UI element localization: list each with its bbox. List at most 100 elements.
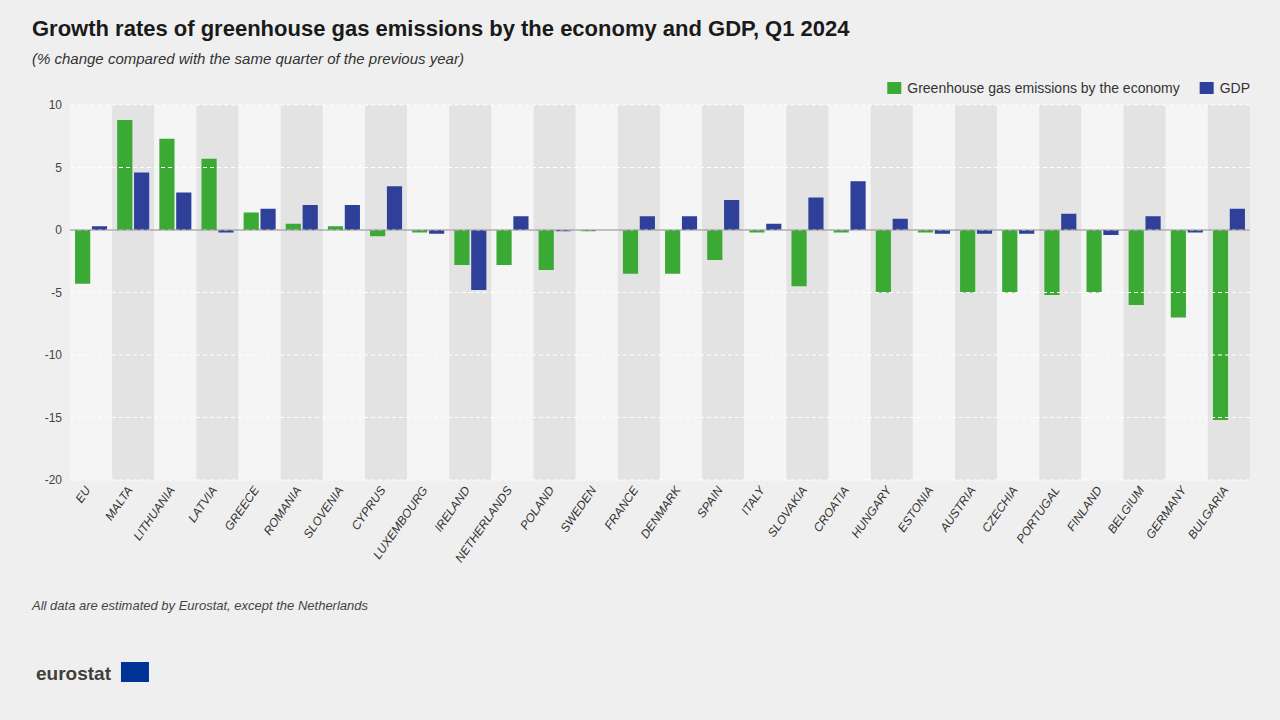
bar: [876, 230, 891, 293]
grid-line: [70, 105, 1250, 106]
chart: Growth rates of greenhouse gas emissions…: [0, 0, 1280, 720]
x-tick-label: LUXEMBOURG: [370, 484, 430, 562]
y-tick-label: -10: [45, 348, 63, 362]
x-tick-label: PORTUGAL: [1014, 484, 1063, 546]
bar: [244, 213, 259, 231]
grid-line: [70, 230, 1250, 231]
y-tick-label: -20: [45, 473, 63, 487]
bar: [513, 216, 528, 230]
x-tick-label: SWEDEN: [558, 483, 600, 534]
bar: [159, 139, 174, 230]
subtitle: (% change compared with the same quarter…: [32, 50, 464, 67]
bar: [370, 230, 385, 236]
x-tick-label: DENMARK: [638, 483, 684, 541]
y-tick-label: 5: [55, 161, 62, 175]
legend-label: GDP: [1220, 80, 1250, 96]
legend-swatch: [1200, 82, 1214, 94]
bar: [1230, 209, 1245, 230]
bar: [724, 200, 739, 230]
bar: [1044, 230, 1059, 295]
bar: [1019, 230, 1034, 234]
title: Growth rates of greenhouse gas emissions…: [32, 16, 850, 41]
y-tick-label: -5: [51, 286, 62, 300]
bar: [1061, 214, 1076, 230]
bar: [496, 230, 511, 265]
x-tick-label: ITALY: [738, 483, 768, 518]
bar: [1145, 216, 1160, 230]
x-tick-label: MALTA: [102, 484, 135, 523]
flag: [121, 662, 149, 682]
grid-line: [70, 355, 1250, 356]
bar: [92, 226, 107, 230]
bar: [303, 205, 318, 230]
background: [0, 0, 1280, 720]
bar: [977, 230, 992, 234]
bar: [539, 230, 554, 270]
bar: [286, 224, 301, 230]
x-tick-label: SLOVAKIA: [765, 484, 810, 540]
bar: [345, 205, 360, 230]
bar: [1086, 230, 1101, 293]
bar: [328, 226, 343, 230]
bar: [623, 230, 638, 274]
x-tick-label: EU: [72, 483, 93, 505]
x-tick-label: GREECE: [222, 483, 263, 533]
bar: [1213, 230, 1228, 420]
x-tick-label: ROMANIA: [261, 484, 305, 538]
x-tick-label: LITHUANIA: [130, 484, 177, 543]
bar: [640, 216, 655, 230]
bar: [1002, 230, 1017, 293]
bar: [1171, 230, 1186, 318]
x-tick-label: CYPRUS: [348, 484, 388, 533]
bar: [117, 120, 132, 230]
bar: [134, 173, 149, 231]
bar: [808, 198, 823, 231]
y-tick-label: 10: [49, 98, 63, 112]
x-tick-label: NETHERLANDS: [452, 484, 515, 565]
y-tick-label: 0: [55, 223, 62, 237]
x-tick-label: BELGIUM: [1105, 484, 1147, 536]
x-tick-label: ESTONIA: [895, 484, 937, 535]
bar: [429, 230, 444, 234]
bar: [75, 230, 90, 284]
x-tick-label: IRELAND: [432, 483, 473, 534]
x-tick-label: AUSTRIA: [937, 484, 979, 535]
bar: [387, 186, 402, 230]
bar: [201, 159, 216, 230]
grid-line: [70, 480, 1250, 481]
grid-line: [70, 292, 1250, 293]
bar: [682, 216, 697, 230]
x-tick-label: FRANCE: [602, 483, 642, 532]
source-logo: eurostat: [36, 663, 112, 684]
bar: [766, 224, 781, 230]
column-backgrounds: [70, 105, 1250, 480]
grid-line: [70, 417, 1250, 418]
x-tick-label: CROATIA: [811, 484, 853, 535]
bar: [791, 230, 806, 286]
x-tick-label: GERMANY: [1143, 483, 1190, 542]
x-tick-label: BULGARIA: [1185, 484, 1231, 542]
bar: [935, 230, 950, 234]
bar: [471, 230, 486, 290]
footnote: All data are estimated by Eurostat, exce…: [31, 598, 369, 613]
bar: [454, 230, 469, 265]
bar: [176, 193, 191, 231]
grid-line: [70, 167, 1250, 168]
x-tick-label: SPAIN: [694, 483, 726, 520]
zero-line: [70, 230, 1250, 231]
x-tick-label: SLOVENIA: [300, 484, 346, 541]
grid: [70, 105, 1250, 480]
x-tick-label: CZECHIA: [979, 484, 1021, 535]
y-tick-label: -15: [45, 411, 63, 425]
bar: [960, 230, 975, 293]
bar: [1103, 230, 1118, 235]
x-tick-label: POLAND: [517, 483, 557, 532]
bar: [260, 209, 275, 230]
bar: [707, 230, 722, 260]
bar: [665, 230, 680, 274]
bar: [893, 219, 908, 230]
legend-label: Greenhouse gas emissions by the economy: [907, 80, 1179, 96]
bar: [1129, 230, 1144, 305]
x-tick-label: HUNGARY: [849, 483, 895, 541]
bar: [850, 181, 865, 230]
